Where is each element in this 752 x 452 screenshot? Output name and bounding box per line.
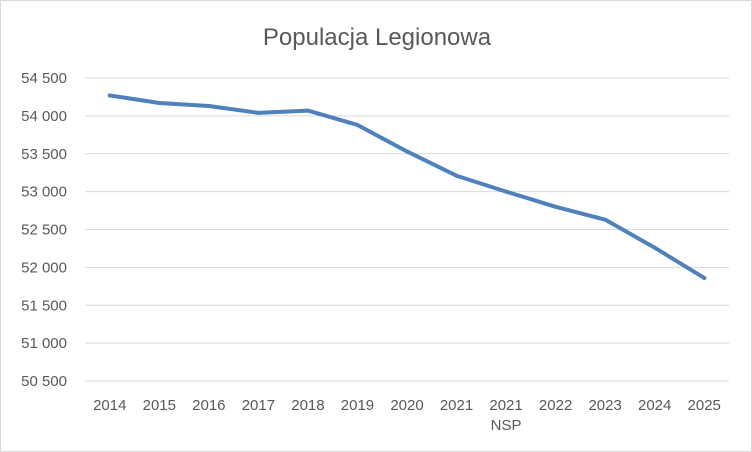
y-tick-label: 51 000 (21, 335, 67, 352)
x-tick-label: 2022 (539, 397, 572, 414)
x-tick-label: 2015 (143, 397, 176, 414)
y-tick-label: 54 500 (21, 70, 67, 87)
x-tick-label: 2018 (291, 397, 324, 414)
y-axis-tick-labels: 50 500 51 000 51 500 52 000 52 500 53 000 53 5… (21, 70, 67, 390)
data-point (206, 104, 211, 109)
x-tick-label: 2021 (489, 397, 522, 414)
x-tick-label: NSP (491, 417, 522, 434)
data-point (305, 108, 310, 113)
x-axis-tick-labels: 2014 2015 2016 2017 2018 2019 2020 2021 2021 NSP 2… (93, 397, 721, 434)
y-tick-label: 52 000 (21, 259, 67, 276)
x-tick-label: 2023 (588, 397, 621, 414)
y-tick-label: 52 500 (21, 222, 67, 239)
x-tick-label: 2014 (93, 397, 126, 414)
data-point (107, 93, 112, 98)
data-point (702, 275, 707, 280)
x-tick-label: 2019 (341, 397, 374, 414)
data-point (256, 110, 261, 115)
data-point (652, 245, 657, 250)
series-line (107, 93, 707, 280)
x-tick-label: 2017 (242, 397, 275, 414)
data-point (405, 149, 409, 154)
data-point (504, 189, 509, 194)
x-tick-label: 2024 (638, 397, 671, 414)
data-point (603, 217, 608, 222)
data-point (454, 173, 459, 178)
x-tick-label: 2025 (688, 397, 721, 414)
x-tick-label: 2021 (440, 397, 473, 414)
y-tick-label: 54 000 (21, 108, 67, 125)
y-tick-label: 53 500 (21, 146, 67, 163)
x-tick-label: 2020 (390, 397, 423, 414)
data-point (553, 204, 558, 209)
data-point (355, 122, 360, 127)
y-tick-label: 50 500 (21, 373, 67, 390)
data-point (157, 100, 162, 105)
gridlines (85, 77, 729, 382)
y-tick-label: 51 500 (21, 297, 67, 314)
y-tick-label: 53 000 (21, 184, 67, 201)
x-tick-label: 2016 (192, 397, 225, 414)
series-layer (107, 93, 707, 280)
chart-title: Populacja Legionowa (263, 24, 492, 51)
